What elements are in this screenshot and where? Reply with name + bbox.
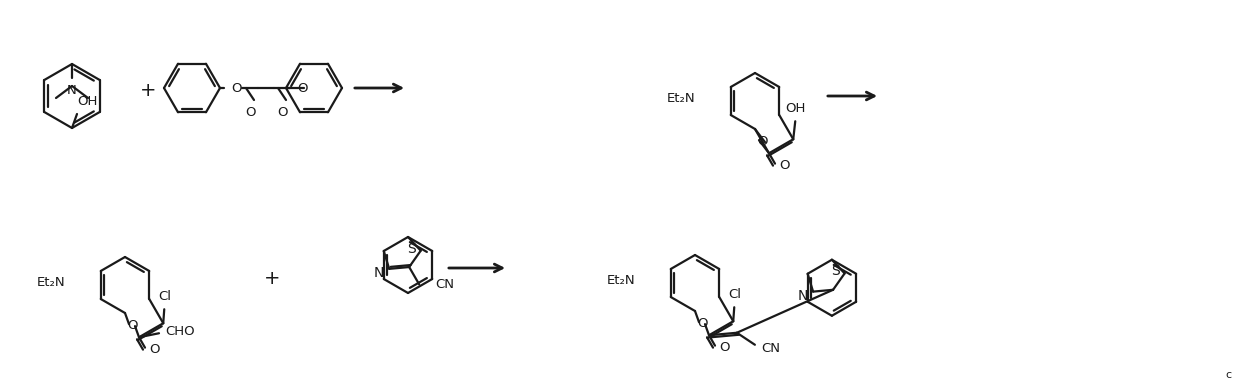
Text: O: O (696, 317, 707, 330)
Text: OH: OH (786, 102, 805, 115)
Text: Cl: Cl (729, 288, 742, 301)
Text: CN: CN (435, 278, 455, 291)
Text: O: O (779, 159, 789, 172)
Text: O: O (276, 106, 287, 119)
Text: S: S (406, 242, 416, 256)
Text: c: c (1225, 370, 1232, 380)
Text: CHO: CHO (165, 325, 195, 338)
Text: Et₂N: Et₂N (37, 276, 66, 290)
Text: O: O (297, 81, 307, 95)
Text: S: S (831, 264, 840, 278)
Text: O: O (757, 135, 767, 147)
Text: O: O (149, 343, 160, 356)
Text: Et₂N: Et₂N (667, 93, 696, 105)
Text: O: O (719, 341, 730, 354)
Text: O: O (126, 318, 138, 332)
Text: Cl: Cl (159, 290, 172, 303)
Text: +: + (264, 269, 280, 288)
Text: N: N (374, 266, 384, 280)
Text: OH: OH (77, 95, 98, 108)
Text: O: O (245, 106, 255, 119)
Text: N: N (67, 84, 77, 97)
Text: CN: CN (761, 342, 779, 355)
Text: O: O (230, 81, 242, 95)
Text: +: + (140, 81, 156, 100)
Text: Et₂N: Et₂N (607, 274, 636, 288)
Text: N: N (798, 289, 808, 303)
